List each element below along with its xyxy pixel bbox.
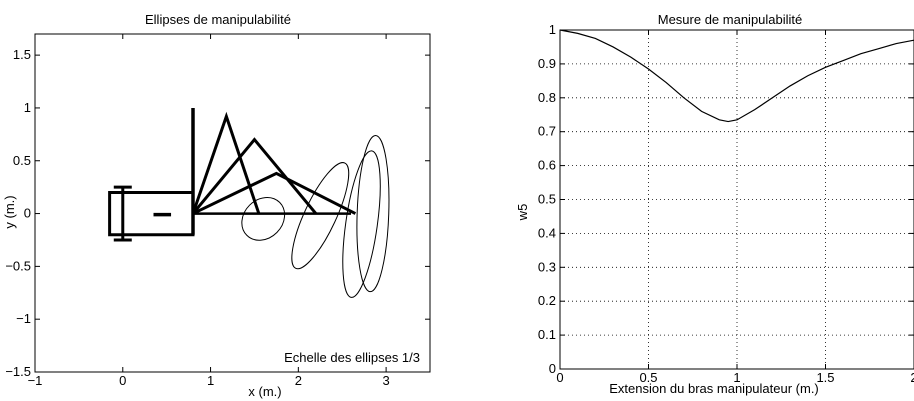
manipulability-ellipse bbox=[356, 134, 390, 293]
left-chart-ytick-label: 0.5 bbox=[13, 153, 31, 168]
left-chart-ylabel: y (m.) bbox=[2, 195, 17, 228]
right-chart-xlabel: Extension du bras manipulateur (m.) bbox=[609, 381, 819, 396]
right-chart-xtick-label: 0.5 bbox=[639, 370, 657, 385]
left-chart-annotation: Echelle des ellipses 1/3 bbox=[284, 350, 420, 365]
left-chart-xtick-label: 2 bbox=[295, 373, 302, 388]
right-chart: Mesure de manipulabilité Extension du br… bbox=[515, 12, 914, 396]
left-chart-ytick-label: 1 bbox=[24, 100, 31, 115]
left-chart-xtick-label: 0 bbox=[119, 373, 126, 388]
manipulability-ellipse bbox=[291, 162, 350, 270]
right-chart-axes: 0 0.5 1 1.5 2 0 0.1 0.2 0.3 0.4 0.5 0.6 0.7 0.8 0.9 1 bbox=[538, 22, 914, 385]
right-chart-ytick-label: 0.2 bbox=[538, 293, 556, 308]
right-chart-xtick-label: 1 bbox=[733, 370, 740, 385]
left-chart-ytick-label: −1 bbox=[16, 311, 31, 326]
manipulability-ellipse bbox=[342, 150, 381, 298]
right-chart-ytick-label: 0.7 bbox=[538, 124, 556, 139]
left-chart-title: Ellipses de manipulabilité bbox=[145, 12, 291, 27]
left-chart-xtick-label: −1 bbox=[28, 373, 43, 388]
right-chart-ytick-label: 0.4 bbox=[538, 225, 556, 240]
left-chart-xtick-label: 3 bbox=[382, 373, 389, 388]
left-chart-ytick-label: −1.5 bbox=[5, 364, 31, 379]
right-chart-title: Mesure de manipulabilité bbox=[658, 12, 803, 27]
right-chart-ytick-label: 0 bbox=[549, 361, 556, 376]
right-chart-ytick-label: 0.6 bbox=[538, 158, 556, 173]
right-chart-ytick-label: 0.1 bbox=[538, 327, 556, 342]
right-chart-ylabel: w5 bbox=[515, 204, 530, 222]
left-chart-ytick-label: 1.5 bbox=[13, 47, 31, 62]
left-chart-ytick-label: −0.5 bbox=[5, 258, 31, 273]
right-chart-xtick-label: 0 bbox=[556, 370, 563, 385]
manipulability-ellipse bbox=[241, 196, 286, 241]
arm-configuration bbox=[191, 111, 261, 215]
arm-configuration bbox=[192, 171, 357, 215]
left-chart-xlabel: x (m.) bbox=[248, 384, 281, 399]
right-chart-marks bbox=[559, 29, 914, 123]
right-chart-ytick-label: 1 bbox=[549, 22, 556, 37]
manipulability-curve bbox=[559, 29, 914, 123]
arm-configuration bbox=[191, 137, 318, 215]
right-chart-xtick-label: 2 bbox=[910, 370, 914, 385]
right-chart-ytick-label: 0.5 bbox=[538, 192, 556, 207]
left-chart-ytick-label: 0 bbox=[24, 206, 31, 221]
right-chart-ytick-label: 0.9 bbox=[538, 56, 556, 71]
left-chart-xtick-label: 1 bbox=[207, 373, 214, 388]
left-chart-marks bbox=[108, 107, 390, 298]
right-chart-ytick-label: 0.8 bbox=[538, 90, 556, 105]
right-chart-ytick-label: 0.3 bbox=[538, 259, 556, 274]
left-chart: Ellipses de manipulabilité x (m.) y (m.)… bbox=[2, 12, 431, 399]
left-chart-axes: −1 0 1 2 3−1.5−1−0.500.511.5 bbox=[5, 33, 431, 388]
right-chart-xtick-label: 1.5 bbox=[816, 370, 834, 385]
left-chart-frame bbox=[34, 33, 431, 373]
